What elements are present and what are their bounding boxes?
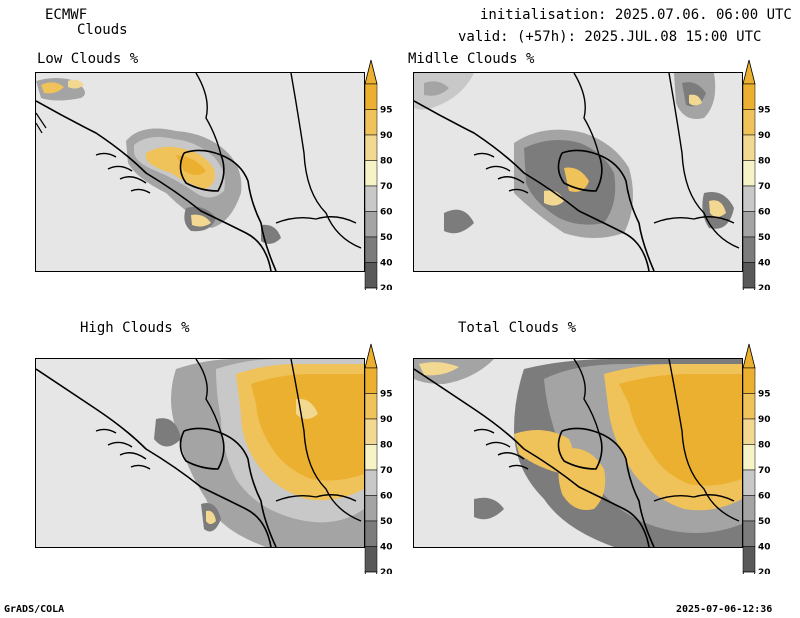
colorbar-middle-tick-label: 95 <box>758 106 771 116</box>
colorbar-middle-swatch <box>742 185 756 212</box>
colorbar-low-swatch <box>364 134 378 161</box>
colorbar-middle-under-triangle <box>742 287 756 290</box>
colorbar-high: 95 90 80 70 60 50 40 20 <box>364 343 393 574</box>
colorbar-low-over-triangle <box>364 59 378 85</box>
colorbar-total-swatch <box>742 393 756 420</box>
colorbar-middle-swatch <box>742 109 756 136</box>
map-panel-total <box>413 358 743 548</box>
colorbar-middle-swatch <box>742 211 756 238</box>
map-high <box>36 359 364 547</box>
colorbar-total-tick-label: 40 <box>758 543 771 553</box>
colorbar-total-tick-label: 70 <box>758 466 771 476</box>
colorbar-middle-swatch <box>742 83 756 110</box>
colorbar-low-swatch <box>364 262 378 289</box>
colorbar-middle-swatch <box>742 236 756 263</box>
colorbar-middle-swatch <box>742 160 756 187</box>
colorbar-high-tick-label: 60 <box>380 492 393 502</box>
colorbar-middle-tick-label: 20 <box>758 284 771 290</box>
colorbar-high-over-triangle <box>364 343 378 369</box>
colorbar-high-tick-label: 70 <box>380 466 393 476</box>
footer-timestamp: 2025-07-06-12:36 <box>676 604 773 615</box>
colorbar-total-swatch <box>742 367 756 394</box>
colorbar-low-swatch <box>364 185 378 212</box>
colorbar-high-swatch <box>364 367 378 394</box>
colorbar-low-swatch <box>364 83 378 110</box>
colorbar-total: 95 90 80 70 60 50 40 20 <box>742 343 771 574</box>
colorbar-total-tick-label: 90 <box>758 415 771 425</box>
colorbar-high-tick-label: 50 <box>380 517 393 527</box>
panel-title-high: High Clouds % <box>80 320 190 336</box>
colorbar-total-swatch <box>742 546 756 573</box>
colorbar-low-tick-label: 40 <box>380 259 393 269</box>
colorbar-total-swatch <box>742 418 756 445</box>
colorbar-total-swatch <box>742 495 756 522</box>
map-total <box>414 359 742 547</box>
colorbar-total-tick-label: 50 <box>758 517 771 527</box>
colorbar-total-swatch <box>742 520 756 547</box>
panel-title-middle: Midlle Clouds % <box>408 51 535 67</box>
colorbar-high-swatch <box>364 393 378 420</box>
colorbar-middle-swatch <box>742 262 756 289</box>
colorbar-high-swatch <box>364 495 378 522</box>
colorbar-total-tick-label: 60 <box>758 492 771 502</box>
colorbar-middle-tick-label: 60 <box>758 208 771 218</box>
colorbar-high-swatch <box>364 520 378 547</box>
colorbar-low-tick-label: 80 <box>380 157 393 167</box>
map-panel-middle <box>413 72 743 272</box>
map-low <box>36 73 362 271</box>
colorbar-high-swatch <box>364 444 378 471</box>
colorbar-middle-swatch <box>742 134 756 161</box>
colorbar-high-tick-label: 95 <box>380 390 393 400</box>
colorbar-low-tick-label: 60 <box>380 208 393 218</box>
colorbar-low-under-triangle <box>364 287 378 290</box>
colorbar-middle-tick-label: 80 <box>758 157 771 167</box>
colorbar-total-tick-label: 20 <box>758 568 771 574</box>
map-panel-high <box>35 358 365 548</box>
panel-title-total: Total Clouds % <box>458 320 577 336</box>
colorbar-total-tick-label: 80 <box>758 441 771 451</box>
colorbar-low-tick-label: 50 <box>380 233 393 243</box>
colorbar-high-under-triangle <box>364 571 378 574</box>
colorbar-low-swatch <box>364 211 378 238</box>
colorbar-middle: 95 90 80 70 60 50 40 20 <box>742 59 771 290</box>
colorbar-high-swatch <box>364 469 378 496</box>
colorbar-total-over-triangle <box>742 343 756 369</box>
product-name: Clouds <box>77 22 128 38</box>
colorbar-low-swatch <box>364 160 378 187</box>
colorbar-total-swatch <box>742 444 756 471</box>
colorbar-low-tick-label: 70 <box>380 182 393 192</box>
colorbar-high-tick-label: 90 <box>380 415 393 425</box>
colorbar-low-swatch <box>364 236 378 263</box>
colorbar-high-tick-label: 80 <box>380 441 393 451</box>
colorbar-low-swatch <box>364 109 378 136</box>
colorbar-middle-tick-label: 90 <box>758 131 771 141</box>
colorbar-total-swatch <box>742 469 756 496</box>
colorbar-low-tick-label: 95 <box>380 106 393 116</box>
map-panel-low <box>35 72 365 272</box>
colorbar-low: 95 90 80 70 60 50 40 20 <box>364 59 393 290</box>
colorbar-low-tick-label: 90 <box>380 131 393 141</box>
colorbar-middle-over-triangle <box>742 59 756 85</box>
colorbar-total-tick-label: 95 <box>758 390 771 400</box>
colorbar-high-swatch <box>364 418 378 445</box>
init-time: initialisation: 2025.07.06. 06:00 UTC <box>480 7 792 23</box>
colorbar-total-under-triangle <box>742 571 756 574</box>
footer-software: GrADS/COLA <box>4 604 65 615</box>
colorbar-low-tick-label: 20 <box>380 284 393 290</box>
colorbar-high-swatch <box>364 546 378 573</box>
panel-title-low: Low Clouds % <box>37 51 139 67</box>
valid-time: valid: (+57h): 2025.JUL.08 15:00 UTC <box>458 29 762 45</box>
model-name: ECMWF <box>45 7 88 23</box>
colorbar-middle-tick-label: 50 <box>758 233 771 243</box>
colorbar-high-tick-label: 40 <box>380 543 393 553</box>
colorbar-high-tick-label: 20 <box>380 568 393 574</box>
map-middle <box>414 73 740 271</box>
colorbar-middle-tick-label: 70 <box>758 182 771 192</box>
colorbar-middle-tick-label: 40 <box>758 259 771 269</box>
